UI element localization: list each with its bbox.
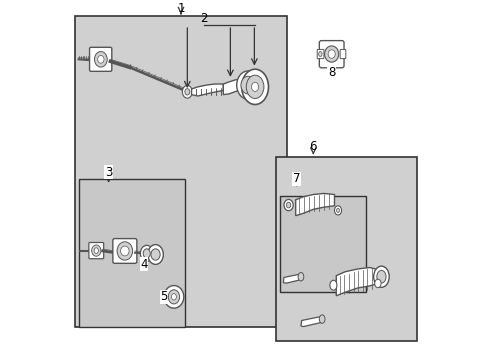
FancyBboxPatch shape (113, 239, 137, 263)
Ellipse shape (117, 242, 132, 260)
Polygon shape (300, 316, 323, 327)
Bar (276, 157, 417, 341)
Ellipse shape (91, 245, 101, 256)
Ellipse shape (324, 46, 338, 62)
Bar (279, 196, 366, 292)
Ellipse shape (94, 51, 107, 67)
Polygon shape (295, 193, 334, 216)
Ellipse shape (163, 285, 183, 308)
Ellipse shape (318, 51, 322, 57)
Text: 1: 1 (177, 2, 184, 15)
Ellipse shape (241, 76, 255, 94)
FancyBboxPatch shape (89, 243, 103, 259)
Ellipse shape (374, 279, 380, 288)
Polygon shape (191, 84, 223, 96)
Ellipse shape (241, 69, 268, 104)
FancyBboxPatch shape (317, 49, 323, 59)
Ellipse shape (140, 245, 153, 262)
Polygon shape (336, 267, 376, 296)
Ellipse shape (329, 280, 336, 290)
Ellipse shape (319, 315, 325, 323)
FancyBboxPatch shape (319, 41, 344, 68)
Ellipse shape (94, 248, 98, 253)
Text: 7: 7 (292, 172, 300, 185)
Ellipse shape (143, 249, 150, 258)
Ellipse shape (147, 244, 163, 264)
Ellipse shape (251, 82, 258, 91)
Text: 2: 2 (200, 12, 207, 25)
Ellipse shape (171, 294, 176, 300)
Ellipse shape (336, 208, 339, 212)
Bar (79, 179, 184, 327)
Ellipse shape (334, 206, 341, 215)
Ellipse shape (168, 290, 179, 304)
Ellipse shape (151, 249, 160, 260)
Ellipse shape (121, 246, 129, 256)
Ellipse shape (286, 202, 290, 208)
Text: 8: 8 (327, 66, 335, 78)
Ellipse shape (182, 85, 192, 98)
Ellipse shape (327, 50, 334, 58)
Bar (75, 16, 286, 327)
Ellipse shape (246, 75, 264, 99)
Ellipse shape (373, 266, 388, 287)
Ellipse shape (236, 71, 259, 99)
Text: 5: 5 (160, 291, 167, 303)
Text: 4: 4 (140, 257, 147, 270)
Text: 3: 3 (105, 166, 112, 179)
Ellipse shape (184, 89, 189, 95)
Polygon shape (223, 79, 242, 95)
FancyBboxPatch shape (340, 49, 345, 59)
Ellipse shape (298, 273, 303, 281)
Ellipse shape (376, 270, 385, 283)
Polygon shape (283, 274, 302, 283)
Ellipse shape (284, 199, 293, 211)
Ellipse shape (98, 55, 104, 63)
Text: 6: 6 (309, 140, 316, 153)
FancyBboxPatch shape (89, 47, 112, 71)
